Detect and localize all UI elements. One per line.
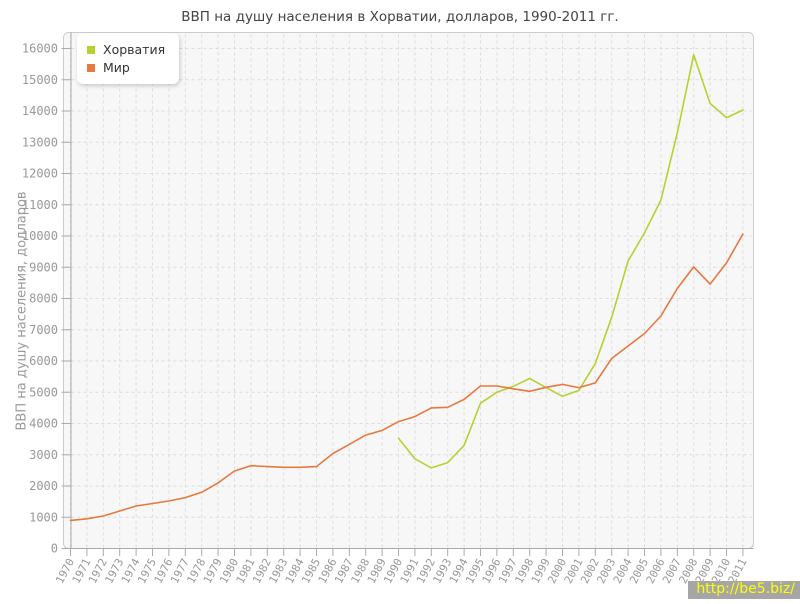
legend: Хорватия Мир bbox=[77, 33, 180, 84]
watermark-link[interactable]: http://be5.biz/ bbox=[688, 581, 800, 599]
legend-item-world[interactable]: Мир bbox=[87, 60, 165, 75]
svg-text:16000: 16000 bbox=[22, 42, 58, 56]
svg-text:3000: 3000 bbox=[29, 448, 58, 462]
svg-text:9000: 9000 bbox=[29, 260, 58, 274]
legend-label-croatia: Хорватия bbox=[103, 42, 166, 57]
croatia-series-swatch bbox=[87, 45, 95, 54]
world-series-swatch bbox=[87, 63, 95, 72]
svg-text:12000: 12000 bbox=[22, 167, 58, 181]
svg-text:6000: 6000 bbox=[29, 354, 58, 368]
svg-text:8000: 8000 bbox=[29, 292, 58, 306]
svg-text:7000: 7000 bbox=[29, 323, 58, 337]
svg-text:0: 0 bbox=[51, 542, 58, 556]
legend-label-world: Мир bbox=[103, 60, 130, 75]
svg-text:11000: 11000 bbox=[22, 198, 58, 212]
svg-text:10000: 10000 bbox=[22, 229, 58, 243]
svg-text:14000: 14000 bbox=[22, 104, 58, 118]
svg-text:13000: 13000 bbox=[22, 135, 58, 149]
chart-title: ВВП на душу населения в Хорватии, доллар… bbox=[181, 9, 619, 25]
legend-item-croatia[interactable]: Хорватия bbox=[87, 42, 165, 57]
svg-text:1000: 1000 bbox=[29, 510, 58, 524]
svg-text:15000: 15000 bbox=[22, 73, 58, 87]
svg-text:2000: 2000 bbox=[29, 479, 58, 493]
y-axis-title: ВВП на душу населения, долларов bbox=[14, 191, 30, 431]
svg-text:4000: 4000 bbox=[29, 417, 58, 431]
svg-text:5000: 5000 bbox=[29, 385, 58, 399]
